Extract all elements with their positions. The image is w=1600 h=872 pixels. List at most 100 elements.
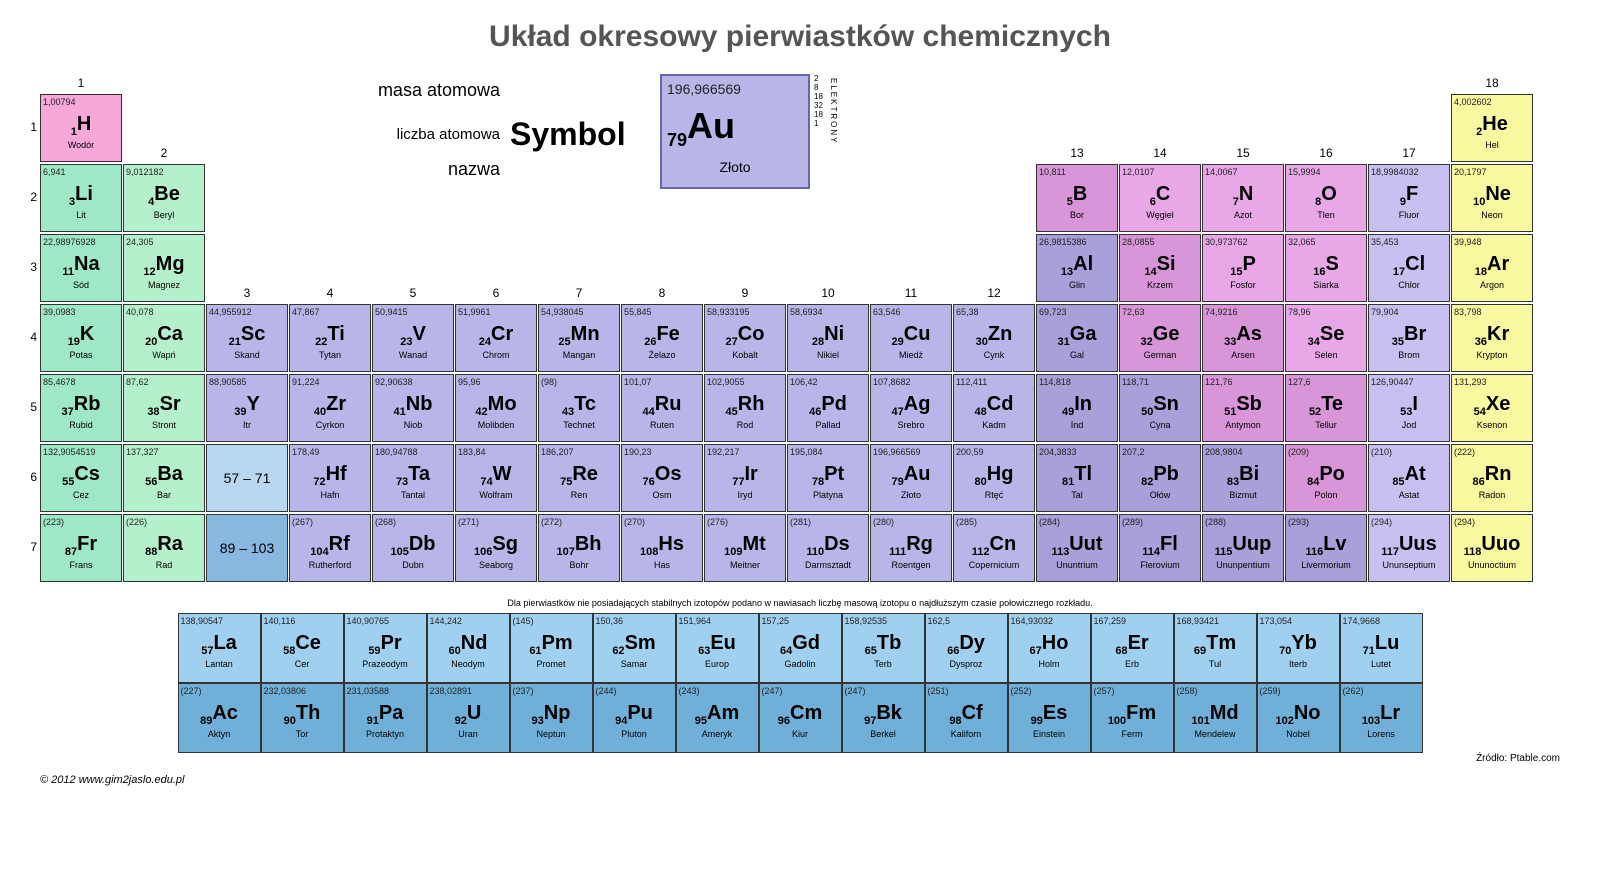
element-Ds[interactable]: (281)110DsDarmsztadt (787, 514, 869, 582)
element-Bi[interactable]: 208,980483BiBizmut (1202, 444, 1284, 512)
element-Sb[interactable]: 121,7651SbAntymon (1202, 374, 1284, 442)
element-Be[interactable]: 9,0121824BeBeryl (123, 164, 205, 232)
element-Mt[interactable]: (276)109MtMeitner (704, 514, 786, 582)
element-Pm[interactable]: (145)61PmPromet (510, 613, 593, 683)
element-Eu[interactable]: 151,96463EuEurop (676, 613, 759, 683)
element-Sr[interactable]: 87,6238SrStront (123, 374, 205, 442)
element-Si[interactable]: 28,085514SiKrzem (1119, 234, 1201, 302)
element-Cu[interactable]: 63,54629CuMiedź (870, 304, 952, 372)
element-Zn[interactable]: 65,3830ZnCynk (953, 304, 1035, 372)
element-Th[interactable]: 232,0380690ThTor (261, 683, 344, 753)
element-Ra[interactable]: (226)88RaRad (123, 514, 205, 582)
element-Os[interactable]: 190,2376OsOsm (621, 444, 703, 512)
element-Ni[interactable]: 58,693428NiNikiel (787, 304, 869, 372)
element-Sg[interactable]: (271)106SgSeaborg (455, 514, 537, 582)
element-In[interactable]: 114,81849InInd (1036, 374, 1118, 442)
element-Mo[interactable]: 95,9642MoMolibden (455, 374, 537, 442)
element-As[interactable]: 74,921633AsArsen (1202, 304, 1284, 372)
element-Po[interactable]: (209)84PoPolon (1285, 444, 1367, 512)
element-U[interactable]: 238,0289192UUran (427, 683, 510, 753)
element-Kr[interactable]: 83,79836KrKrypton (1451, 304, 1533, 372)
element-Fe[interactable]: 55,84526FeŻelazo (621, 304, 703, 372)
element-Pu[interactable]: (244)94PuPluton (593, 683, 676, 753)
element-Re[interactable]: 186,20775ReRen (538, 444, 620, 512)
element-Fm[interactable]: (257)100FmFerm (1091, 683, 1174, 753)
element-N[interactable]: 14,00677NAzot (1202, 164, 1284, 232)
element-Ga[interactable]: 69,72331GaGal (1036, 304, 1118, 372)
element-O[interactable]: 15,99948OTlen (1285, 164, 1367, 232)
element-Ti[interactable]: 47,86722TiTytan (289, 304, 371, 372)
element-Db[interactable]: (268)105DbDubn (372, 514, 454, 582)
element-C[interactable]: 12,01076CWęgiel (1119, 164, 1201, 232)
element-Rf[interactable]: (267)104RfRutherford (289, 514, 371, 582)
element-Lv[interactable]: (293)116LvLivermorium (1285, 514, 1367, 582)
element-B[interactable]: 10,8115BBor (1036, 164, 1118, 232)
element-Ag[interactable]: 107,868247AgSrebro (870, 374, 952, 442)
element-Er[interactable]: 167,25968ErErb (1091, 613, 1174, 683)
element-Na[interactable]: 22,9897692811NaSód (40, 234, 122, 302)
element-Pr[interactable]: 140,9076559PrPrazeodym (344, 613, 427, 683)
element-Li[interactable]: 6,9413LiLit (40, 164, 122, 232)
element-No[interactable]: (259)102NoNobel (1257, 683, 1340, 753)
element-Uus[interactable]: (294)117UusUnunseptium (1368, 514, 1450, 582)
element-Mg[interactable]: 24,30512MgMagnez (123, 234, 205, 302)
element-Ir[interactable]: 192,21777IrIryd (704, 444, 786, 512)
element-Np[interactable]: (237)93NpNeptun (510, 683, 593, 753)
element-Lr[interactable]: (262)103LrLorens (1340, 683, 1423, 753)
element-Pt[interactable]: 195,08478PtPlatyna (787, 444, 869, 512)
element-Dy[interactable]: 162,566DyDysproz (925, 613, 1008, 683)
element-He[interactable]: 4,0026022HeHel (1451, 94, 1533, 162)
element-Ta[interactable]: 180,9478873TaTantal (372, 444, 454, 512)
element-Y[interactable]: 88,9058539YItr (206, 374, 288, 442)
element-Lu[interactable]: 174,966871LuLutet (1340, 613, 1423, 683)
element-Rn[interactable]: (222)86RnRadon (1451, 444, 1533, 512)
element-Nd[interactable]: 144,24260NdNeodym (427, 613, 510, 683)
element-Fr[interactable]: (223)87FrFrans (40, 514, 122, 582)
element-Te[interactable]: 127,652TeTellur (1285, 374, 1367, 442)
element-Uuo[interactable]: (294)118UuoUnunoctium (1451, 514, 1533, 582)
element-Es[interactable]: (252)99EsEinstein (1008, 683, 1091, 753)
element-P[interactable]: 30,97376215PFosfor (1202, 234, 1284, 302)
element-Ne[interactable]: 20,179710NeNeon (1451, 164, 1533, 232)
element-Tb[interactable]: 158,9253565TbTerb (842, 613, 925, 683)
element-Al[interactable]: 26,981538613AlGlin (1036, 234, 1118, 302)
element-Ho[interactable]: 164,9303267HoHolm (1008, 613, 1091, 683)
element-At[interactable]: (210)85AtAstat (1368, 444, 1450, 512)
element-Tm[interactable]: 168,9342169TmTul (1174, 613, 1257, 683)
element-W[interactable]: 183,8474WWolfram (455, 444, 537, 512)
element-Am[interactable]: (243)95AmAmeryk (676, 683, 759, 753)
element-I[interactable]: 126,9044753IJod (1368, 374, 1450, 442)
element-Xe[interactable]: 131,29354XeKsenon (1451, 374, 1533, 442)
element-Pa[interactable]: 231,0358891PaProtaktyn (344, 683, 427, 753)
element-Fl[interactable]: (289)114FlFlerovium (1119, 514, 1201, 582)
element-Yb[interactable]: 173,05470YbIterb (1257, 613, 1340, 683)
element-Au[interactable]: 196,96656979AuZłoto (870, 444, 952, 512)
element-Cm[interactable]: (247)96CmKiur (759, 683, 842, 753)
element-Tl[interactable]: 204,383381TlTal (1036, 444, 1118, 512)
element-K[interactable]: 39,098319KPotas (40, 304, 122, 372)
element-Zr[interactable]: 91,22440ZrCyrkon (289, 374, 371, 442)
element-Nb[interactable]: 92,9063841NbNiob (372, 374, 454, 442)
element-Ca[interactable]: 40,07820CaWapń (123, 304, 205, 372)
element-Uut[interactable]: (284)113UutUnuntrium (1036, 514, 1118, 582)
element-H[interactable]: 1,007941HWodór (40, 94, 122, 162)
element-Cf[interactable]: (251)98CfKaliforn (925, 683, 1008, 753)
element-Ar[interactable]: 39,94818ArArgon (1451, 234, 1533, 302)
element-Ce[interactable]: 140,11658CeCer (261, 613, 344, 683)
element-Pd[interactable]: 106,4246PdPallad (787, 374, 869, 442)
element-Md[interactable]: (258)101MdMendelew (1174, 683, 1257, 753)
element-Hs[interactable]: (270)108HsHas (621, 514, 703, 582)
element-V[interactable]: 50,941523VWanad (372, 304, 454, 372)
element-Br[interactable]: 79,90435BrBrom (1368, 304, 1450, 372)
element-Rh[interactable]: 102,905545RhRod (704, 374, 786, 442)
element-Cd[interactable]: 112,41148CdKadm (953, 374, 1035, 442)
element-Ba[interactable]: 137,32756BaBar (123, 444, 205, 512)
element-Rb[interactable]: 85,467837RbRubid (40, 374, 122, 442)
element-Ge[interactable]: 72,6332GeGerman (1119, 304, 1201, 372)
element-Pb[interactable]: 207,282PbOłów (1119, 444, 1201, 512)
element-F[interactable]: 18,99840329FFluor (1368, 164, 1450, 232)
element-Cn[interactable]: (285)112CnCopernicium (953, 514, 1035, 582)
element-Bh[interactable]: (272)107BhBohr (538, 514, 620, 582)
element-Co[interactable]: 58,93319527CoKobalt (704, 304, 786, 372)
element-Se[interactable]: 78,9634SeSelen (1285, 304, 1367, 372)
